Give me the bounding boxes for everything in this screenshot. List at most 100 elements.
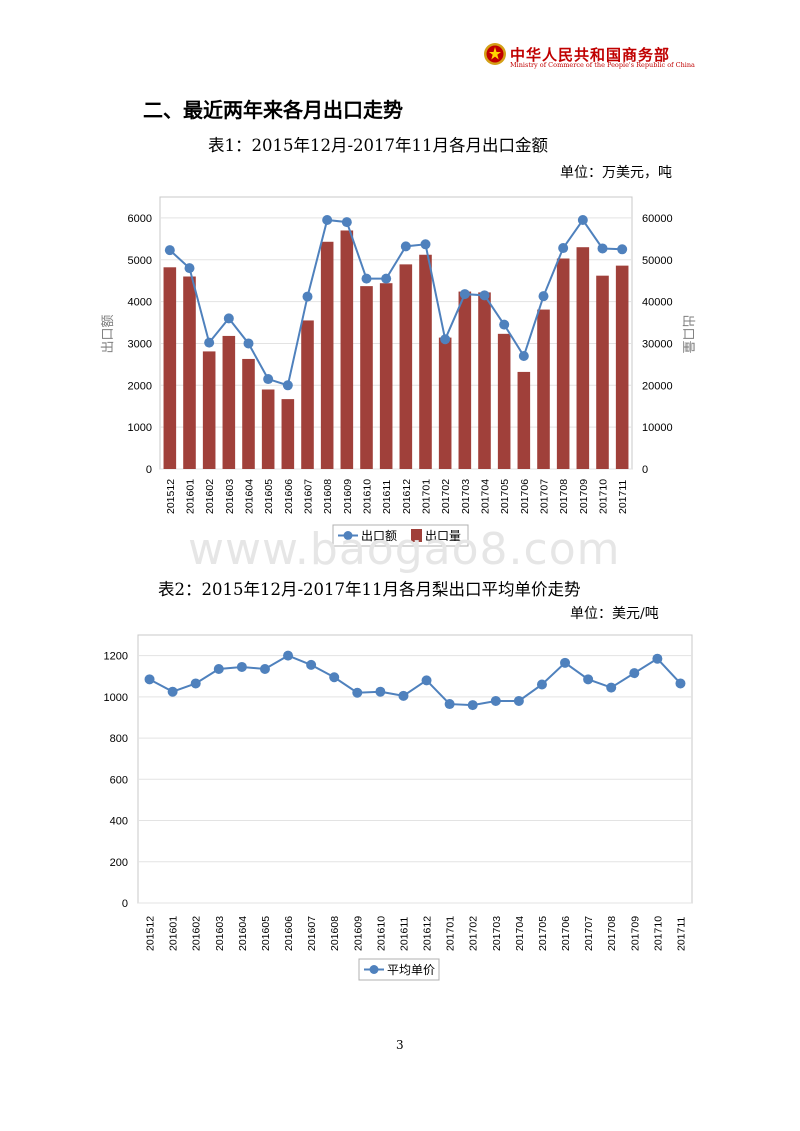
bar [301,320,314,469]
bar [242,358,255,469]
y-tick-label: 0 [122,898,128,910]
bar [438,337,452,469]
data-point [398,690,409,701]
x-tick-label: 201602 [204,479,216,514]
data-point [536,679,547,690]
x-tick-label: 201512 [145,916,157,951]
legend-line-marker [369,965,379,974]
x-tick-label: 201606 [283,479,295,514]
data-point [629,668,640,679]
x-tick-label: 201603 [214,916,226,951]
org-name-cn: 中华人民共和国商务部 [510,46,671,64]
chart1-y2-axis-label: 出口量 [681,314,696,353]
x-tick-label: 201709 [578,479,590,514]
org-name-en: Ministry of Commerce of the People's Rep… [510,61,695,69]
x-tick-label: 201604 [237,916,249,951]
x-tick-label: 201608 [329,916,341,951]
data-point [420,239,431,250]
x-tick-label: 201608 [322,479,334,514]
data-point [499,319,510,330]
x-tick-label: 201611 [398,917,410,951]
data-point [518,351,529,362]
table1-title: 表1：2015年12月-2017年11月各月出口金额 [208,136,549,155]
y-tick-label: 400 [110,816,128,828]
data-point [400,241,411,252]
section-heading: 二、最近两年来各月出口走势 [143,98,403,122]
x-tick-label: 201609 [342,479,354,514]
data-point [459,289,470,300]
data-point [213,664,224,675]
bar [399,264,413,469]
chart1-legend: 出口额 出口量 [332,524,469,547]
export-amount-volume-chart: 0 1000 2000 3000 4000 5000 6000 0 10000 20000 300… [100,196,696,547]
data-point [243,338,254,349]
x-tick-label: 201707 [539,479,551,514]
data-point [259,664,270,675]
x-tick-label: 201603 [224,479,236,514]
y2-tick-label: 50000 [642,255,673,267]
data-point [329,672,340,683]
x-tick-label: 201601 [185,479,197,514]
data-point [558,243,569,254]
data-point [490,695,501,706]
data-point [306,659,317,670]
x-tick-label: 201701 [421,479,433,514]
bar [478,292,491,469]
data-point [282,380,293,391]
x-tick-label: 201706 [519,479,531,514]
data-point [302,291,313,302]
bar [517,371,531,469]
data-point [577,215,588,226]
y2-tick-label: 60000 [642,213,673,225]
y-tick-label: 3000 [128,338,152,350]
bar [360,286,373,469]
bar [596,275,609,469]
x-tick-label: 201612 [422,916,434,951]
data-point [361,273,372,284]
x-tick-label: 201607 [306,916,318,951]
chart2-plot-area [137,634,693,904]
y2-tick-label: 20000 [642,380,673,392]
x-tick-label: 201605 [260,916,272,951]
x-tick-label: 201708 [558,479,570,514]
data-point [467,700,478,711]
data-point [538,291,549,302]
x-tick-label: 201704 [480,479,492,514]
x-tick-label: 201708 [606,916,618,951]
data-point [560,657,571,668]
y-tick-label: 0 [146,464,152,476]
x-tick-label: 201705 [499,479,511,514]
data-point [223,313,234,324]
bar [202,351,216,469]
y2-tick-label: 0 [642,464,648,476]
bar [281,399,295,469]
data-point [652,653,663,664]
data-point [583,674,594,685]
bar [576,247,590,469]
x-tick-label: 201705 [537,916,549,951]
data-point [164,245,175,256]
y-tick-label: 200 [110,857,128,869]
data-point [283,650,294,661]
x-tick-label: 201710 [598,479,610,514]
table2-unit: 单位：美元/吨 [570,606,659,622]
x-tick-label: 201605 [263,479,275,514]
bar [458,291,472,469]
y-tick-label: 1200 [104,651,128,663]
legend-bar-swatch [411,529,422,542]
data-point [421,675,432,686]
y-tick-label: 800 [110,733,128,745]
chart2-legend: 平均单价 [358,958,440,981]
data-point [167,686,178,697]
data-point [144,674,155,685]
x-tick-label: 201606 [283,916,295,951]
data-point [263,374,274,385]
legend-label: 平均单价 [387,963,435,977]
x-tick-label: 201702 [468,916,480,951]
x-tick-label: 201612 [401,479,413,514]
bar [261,389,275,469]
bar [222,335,236,469]
bar [320,241,334,469]
legend-label: 出口量 [425,529,461,543]
x-tick-label: 201710 [652,916,664,951]
